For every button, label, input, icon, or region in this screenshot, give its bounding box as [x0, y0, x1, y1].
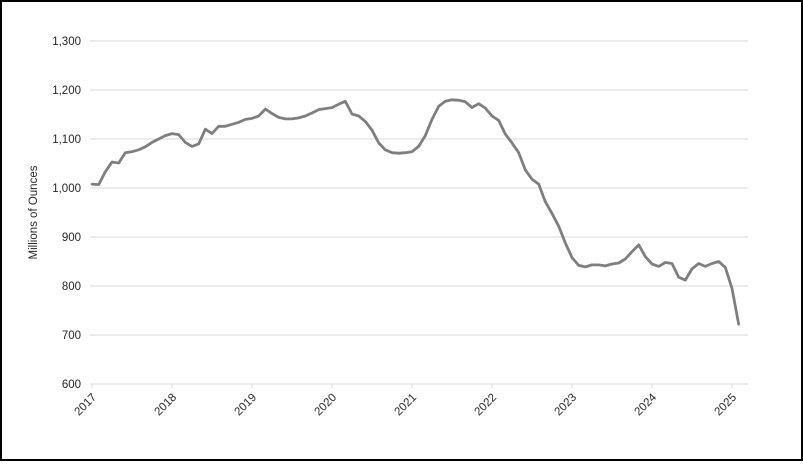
x-tick-label: 2020	[313, 392, 340, 419]
y-tick-label: 800	[62, 281, 81, 293]
y-tick-label: 1,000	[52, 183, 81, 195]
data-line	[90, 98, 741, 326]
x-tick-label: 2017	[73, 392, 100, 419]
y-tick-label: 900	[62, 232, 81, 244]
y-tick-label: 1,300	[52, 36, 81, 48]
x-tick-label: 2018	[153, 392, 180, 419]
x-tick-label: 2022	[473, 392, 500, 419]
y-tick-label: 600	[62, 379, 81, 391]
y-tick-label: 700	[62, 330, 81, 342]
y-axis-title: Millions of Ounces	[28, 165, 40, 259]
x-tick-label: 2025	[713, 392, 740, 419]
x-tick-label: 2019	[233, 392, 260, 419]
y-tick-label: 1,200	[52, 85, 81, 97]
y-tick-label: 1,100	[52, 134, 81, 146]
x-tick-label: 2023	[553, 392, 580, 419]
x-tick-label: 2024	[633, 391, 660, 418]
x-tick-label: 2021	[393, 392, 420, 419]
